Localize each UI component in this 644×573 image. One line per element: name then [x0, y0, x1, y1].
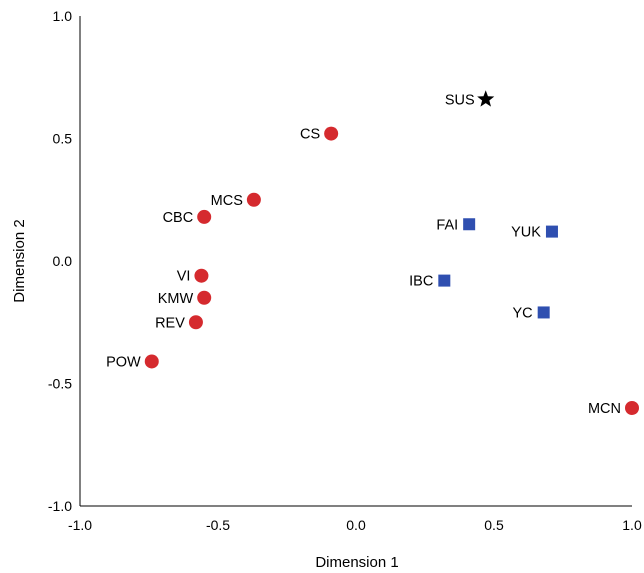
- point-label: CS: [300, 127, 320, 143]
- circle-marker: [197, 209, 212, 224]
- point-label: YC: [513, 305, 533, 321]
- point-label: YUK: [511, 225, 541, 241]
- square-marker: [463, 218, 476, 231]
- square-marker: [545, 225, 558, 238]
- axes: [79, 16, 632, 507]
- point-label: REV: [155, 315, 185, 331]
- x-tick-label: -0.5: [206, 517, 230, 533]
- x-tick-label: 1.0: [622, 517, 642, 533]
- point-label: VI: [177, 269, 191, 285]
- y-tick-label: -1.0: [48, 498, 72, 514]
- point-label: FAI: [436, 217, 458, 233]
- x-tick-label: -1.0: [68, 517, 92, 533]
- square-marker: [438, 274, 451, 287]
- y-tick-label: -0.5: [48, 376, 72, 392]
- circle-marker: [197, 290, 212, 305]
- point-label: MCN: [588, 401, 621, 417]
- circle-marker: [324, 126, 339, 141]
- point-label: POW: [106, 354, 141, 370]
- star-marker: [477, 90, 495, 107]
- circle-marker: [246, 192, 261, 207]
- circle-marker: [194, 268, 209, 283]
- y-tick-label: 0.0: [53, 253, 73, 269]
- y-tick-label: 1.0: [53, 8, 73, 24]
- x-tick-label: 0.5: [484, 517, 504, 533]
- circle-marker: [144, 354, 159, 369]
- circle-marker: [188, 315, 203, 330]
- x-tick-label: 0.0: [346, 517, 366, 533]
- point-label: KMW: [158, 291, 194, 307]
- x-axis-title: Dimension 1: [315, 554, 398, 571]
- y-axis-title: Dimension 2: [11, 219, 28, 302]
- point-label: IBC: [409, 274, 433, 290]
- point-label: SUS: [445, 92, 475, 108]
- point-label: MCS: [211, 193, 243, 209]
- tick-labels: 1.0 0.5 0.0 -0.5 -1.0 -1.0 -0.5 0.0 0.5 1.0: [48, 8, 642, 533]
- circle-marker: [625, 401, 639, 415]
- y-tick-label: 0.5: [53, 131, 73, 147]
- point-label: CBC: [163, 210, 194, 226]
- data-points: SUS CS MCS CBC FAI YUK IBC VI KMW YC REV POW MCN: [106, 90, 639, 417]
- square-marker: [537, 306, 550, 319]
